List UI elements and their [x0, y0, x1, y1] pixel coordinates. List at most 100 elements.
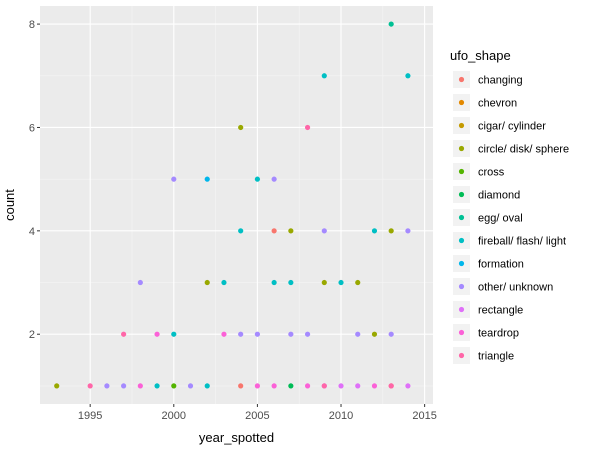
- legend-item: changing: [453, 71, 523, 88]
- y-axis-title: count: [2, 189, 17, 221]
- legend-item: circle/ disk/ sphere: [453, 140, 569, 157]
- legend-label: changing: [478, 75, 523, 87]
- legend-label: rectangle: [478, 305, 523, 317]
- panel-background: [40, 6, 433, 404]
- legend-marker: [458, 214, 465, 221]
- data-point: [271, 228, 277, 234]
- legend-marker: [458, 122, 465, 129]
- data-point: [221, 331, 227, 337]
- data-point: [304, 124, 311, 131]
- legend-item: diamond: [453, 186, 520, 203]
- data-point: [388, 21, 394, 27]
- data-point: [271, 383, 277, 389]
- data-point: [221, 279, 227, 286]
- data-point: [405, 73, 411, 79]
- legend-marker: [458, 306, 465, 313]
- data-points: [54, 21, 411, 389]
- data-point: [238, 228, 244, 234]
- legend-item: cross: [453, 163, 505, 180]
- axes: 1995 2000 2005 2010 2015 2 4 6 8: [29, 19, 437, 422]
- legend-label: chevron: [478, 98, 517, 110]
- data-point: [321, 383, 327, 389]
- legend-label: teardrop: [478, 328, 519, 340]
- data-point: [355, 331, 361, 337]
- data-point: [271, 279, 277, 286]
- x-tick-label: 1995: [78, 410, 102, 422]
- data-point: [187, 383, 194, 389]
- data-point: [288, 383, 294, 389]
- y-tick-label: 8: [29, 19, 35, 31]
- data-point: [288, 228, 294, 234]
- legend-label: diamond: [478, 190, 520, 202]
- x-tick-label: 2015: [412, 410, 436, 422]
- legend-label: triangle: [478, 351, 514, 363]
- series-teardrop: [137, 331, 378, 389]
- data-point: [238, 124, 244, 131]
- data-point: [338, 383, 344, 389]
- data-point: [388, 383, 394, 389]
- legend-marker: [458, 237, 465, 244]
- data-point: [304, 383, 311, 389]
- legend-item: triangle: [453, 347, 514, 364]
- data-point: [321, 228, 327, 234]
- series-triangle: [87, 124, 394, 389]
- data-point: [321, 279, 327, 286]
- data-point: [238, 383, 244, 389]
- legend: ufo_shape changing chevron cigar/ cylinder…: [450, 48, 569, 364]
- data-point: [254, 383, 261, 389]
- legend-item: egg/ oval: [453, 209, 523, 226]
- data-point: [388, 331, 394, 337]
- data-point: [355, 383, 361, 389]
- data-point: [137, 383, 143, 389]
- data-point: [137, 279, 143, 286]
- legend-item: chevron: [453, 94, 517, 111]
- series-fireball-flash-light: [154, 73, 411, 389]
- data-point: [405, 228, 411, 234]
- data-point: [204, 383, 210, 389]
- data-point: [121, 383, 127, 389]
- y-tick-label: 4: [29, 226, 35, 238]
- legend-item: cigar/ cylinder: [453, 117, 546, 134]
- x-tick-label: 2010: [329, 410, 353, 422]
- series-formation: [204, 176, 210, 182]
- data-point: [371, 383, 378, 389]
- legend-marker: [458, 283, 465, 290]
- data-point: [87, 383, 93, 389]
- legend-marker: [458, 145, 465, 152]
- legend-marker: [458, 76, 465, 83]
- legend-item: fireball/ flash/ light: [453, 232, 566, 249]
- legend-label: circle/ disk/ sphere: [478, 144, 569, 156]
- data-point: [171, 383, 177, 389]
- data-point: [54, 383, 60, 389]
- data-point: [254, 176, 261, 182]
- data-point: [405, 383, 411, 389]
- y-tick-label: 6: [29, 122, 35, 134]
- series-diamond: [288, 383, 294, 389]
- legend-label: formation: [478, 259, 524, 271]
- data-point: [154, 331, 160, 337]
- legend-marker: [458, 168, 465, 175]
- legend-label: cross: [478, 167, 505, 179]
- data-point: [371, 228, 378, 234]
- data-point: [288, 279, 294, 286]
- x-tick-label: 2005: [245, 410, 269, 422]
- data-point: [388, 228, 394, 234]
- data-point: [271, 176, 277, 182]
- legend-marker: [458, 352, 465, 359]
- legend-label: fireball/ flash/ light: [478, 236, 566, 248]
- data-point: [104, 383, 110, 389]
- data-point: [121, 331, 127, 337]
- data-point: [338, 279, 344, 286]
- data-point: [204, 176, 210, 182]
- legend-item: formation: [453, 255, 524, 272]
- legend-label: egg/ oval: [478, 213, 523, 225]
- legend-marker: [458, 99, 465, 106]
- grid: [40, 6, 433, 404]
- data-point: [321, 73, 327, 79]
- data-point: [254, 331, 261, 337]
- series-egg-oval: [388, 21, 394, 27]
- x-axis-title: year_spotted: [199, 430, 274, 445]
- data-point: [171, 176, 177, 182]
- legend-label: other/ unknown: [478, 282, 553, 294]
- data-point: [171, 331, 177, 337]
